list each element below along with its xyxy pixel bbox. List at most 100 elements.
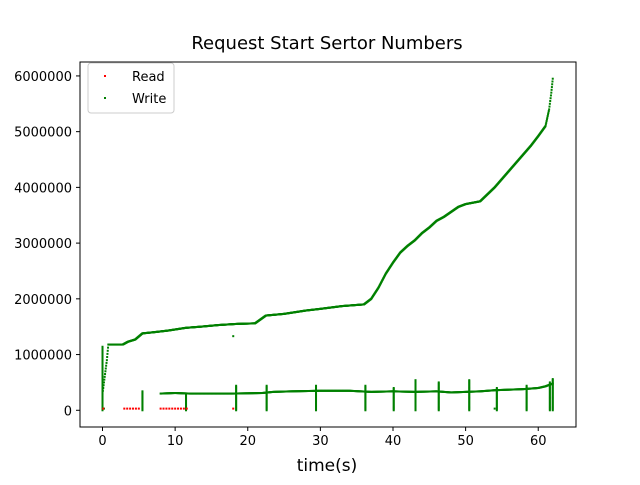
read-point [168,407,171,410]
write-point [546,116,549,119]
write-point [101,360,104,363]
write-point [548,381,551,384]
write-point [141,401,144,404]
write-point [392,388,395,391]
write-point [141,393,144,396]
write-point [101,370,104,373]
write-point [548,386,551,389]
write-point [364,395,367,398]
write-point [101,373,104,376]
write-point [548,395,551,398]
write-point [101,361,104,364]
write-point [549,94,552,97]
read-point [162,407,165,410]
write-point [315,395,318,398]
write-point [101,351,104,354]
write-point [525,405,528,408]
write-point [525,404,528,407]
write-point [551,397,554,400]
chart-title: Request Start Sertor Numbers [191,33,462,54]
write-point [544,123,547,126]
write-point [101,399,104,402]
write-point [101,365,104,368]
write-point [265,389,268,392]
write-point [315,402,318,405]
read-point [159,407,162,410]
write-point [468,379,471,382]
write-point [101,389,104,392]
write-point [414,404,417,407]
write-point [101,362,104,365]
write-point [101,379,104,382]
write-point [101,347,104,350]
write-point [392,404,395,407]
read-point [174,407,177,410]
write-point [265,395,268,398]
y-tick-label: 0 [64,404,72,419]
write-point [548,389,551,392]
write-point [414,398,417,401]
write-point [548,105,551,108]
read-point [134,407,137,410]
write-point [392,394,395,397]
write-point [101,402,104,405]
write-point [495,395,498,398]
write-point [525,401,528,404]
write-point [265,409,268,412]
write-point [392,405,395,408]
write-point [437,405,440,408]
write-point [392,392,395,395]
write-point [101,400,104,403]
write-point [495,393,498,396]
write-point [414,402,417,405]
write-point [495,388,498,391]
write-point [551,405,554,408]
write-point [392,390,395,393]
write-point [551,389,554,392]
write-point [551,83,554,86]
write-point [414,400,417,403]
write-point [392,395,395,398]
write-point [364,388,367,391]
write-point [437,402,440,405]
write-point [101,388,104,391]
write-point [437,382,440,385]
write-point [437,403,440,406]
write-point [548,383,551,386]
write-point [364,393,367,396]
write-point [315,407,318,410]
write-point [141,409,144,412]
write-point [107,346,110,349]
write-point [468,393,471,396]
write-point [414,385,417,388]
write-point [235,393,238,396]
write-point [547,113,550,116]
write-point [525,393,528,396]
write-point [548,404,551,407]
write-point [437,394,440,397]
write-point [315,392,318,395]
write-point [468,408,471,411]
plot-area [101,77,554,412]
axes-frame [79,61,577,428]
write-point [414,388,417,391]
write-point [525,390,528,393]
write-point [414,381,417,384]
write-point [525,400,528,403]
write-point [525,395,528,398]
write-point [414,383,417,386]
write-point [551,80,554,83]
write-point [545,118,548,121]
write-point [468,398,471,401]
write-point [315,409,318,412]
write-point [101,390,104,393]
write-point [141,399,144,402]
write-point [265,393,268,396]
write-point [551,391,554,394]
write-point [265,402,268,405]
write-point [101,345,104,348]
write-point [185,402,188,405]
write-point [414,401,417,404]
write-point [141,391,144,394]
write-point [265,404,268,407]
